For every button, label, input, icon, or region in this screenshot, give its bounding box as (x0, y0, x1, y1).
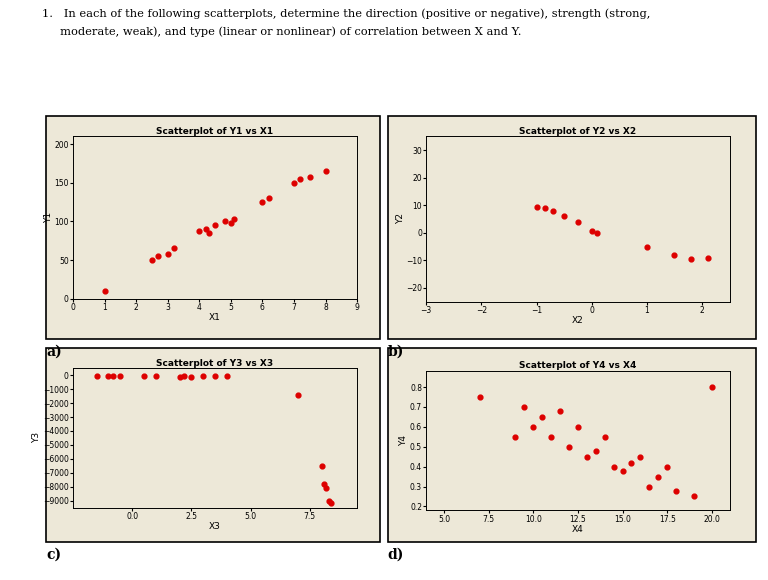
Point (706, 382, 718, 392)
Point (146, 255, 158, 264)
Point (323, 496, 335, 505)
Title: Scatterplot of Y2 vs X2: Scatterplot of Y2 vs X2 (519, 126, 637, 136)
Point (138, 371, 151, 380)
Point (168, 244, 180, 253)
Y-axis label: Y1: Y1 (44, 212, 53, 223)
Point (316, 461, 328, 470)
Text: c): c) (46, 548, 61, 562)
Point (325, 499, 337, 508)
Point (185, 372, 197, 381)
Point (102, 371, 114, 380)
Point (91, 371, 103, 380)
Point (634, 452, 647, 461)
Point (531, 202, 543, 211)
Point (545, 432, 558, 441)
X-axis label: X3: X3 (209, 522, 221, 531)
Point (688, 492, 700, 501)
Point (220, 371, 233, 380)
Point (652, 472, 664, 481)
Point (209, 220, 221, 230)
Point (518, 403, 531, 412)
Point (554, 407, 566, 416)
X-axis label: X4: X4 (572, 525, 584, 534)
Point (228, 215, 240, 224)
Text: a): a) (46, 345, 62, 359)
Point (114, 371, 127, 380)
Point (670, 486, 682, 495)
Point (581, 452, 593, 461)
Point (563, 442, 575, 451)
Point (288, 178, 300, 187)
Text: moderate, weak), and type (linear or nonlinear) of correlation between X and Y.: moderate, weak), and type (linear or non… (42, 26, 521, 37)
Point (209, 371, 221, 380)
Point (590, 446, 602, 455)
Point (203, 229, 215, 238)
Text: b): b) (388, 345, 404, 359)
Point (319, 166, 332, 176)
Point (585, 227, 598, 236)
Point (174, 372, 186, 381)
Text: 1.   In each of the following scatterplots, determine the direction (positive or: 1. In each of the following scatterplots… (42, 9, 650, 19)
Point (607, 462, 620, 472)
X-axis label: X2: X2 (572, 316, 584, 325)
Point (571, 422, 584, 432)
Point (685, 254, 697, 263)
Point (547, 206, 559, 215)
Point (161, 249, 174, 259)
X-axis label: X1: X1 (209, 313, 221, 322)
Point (538, 204, 551, 213)
Point (536, 412, 548, 422)
Point (625, 458, 637, 467)
Title: Scatterplot of Y1 vs X1: Scatterplot of Y1 vs X1 (157, 126, 273, 136)
Point (591, 228, 604, 237)
Point (661, 462, 674, 472)
Point (701, 253, 713, 263)
Title: Scatterplot of Y4 vs X4: Scatterplot of Y4 vs X4 (519, 361, 637, 371)
Text: d): d) (388, 548, 404, 562)
Point (558, 212, 571, 221)
Point (197, 372, 210, 381)
Point (225, 218, 237, 227)
Point (193, 226, 205, 235)
Point (107, 371, 119, 380)
Point (318, 479, 330, 488)
Title: Scatterplot of Y3 vs X3: Scatterplot of Y3 vs X3 (157, 358, 273, 368)
Point (178, 372, 190, 381)
Point (643, 482, 655, 491)
Point (292, 390, 304, 400)
Point (571, 217, 584, 226)
Point (150, 371, 162, 380)
Point (200, 224, 212, 234)
Point (527, 422, 539, 432)
Point (509, 432, 521, 441)
Point (303, 172, 316, 181)
Point (152, 252, 164, 261)
Point (668, 250, 680, 259)
Point (474, 393, 486, 402)
Y-axis label: Y2: Y2 (396, 213, 405, 224)
Point (218, 217, 230, 226)
Point (641, 242, 653, 251)
Point (98, 287, 111, 296)
Point (320, 483, 333, 492)
Y-axis label: Y4: Y4 (399, 436, 409, 446)
Y-axis label: Y3: Y3 (32, 432, 41, 444)
Point (598, 432, 611, 441)
Point (294, 174, 306, 183)
Point (617, 466, 629, 475)
Point (257, 197, 269, 206)
Point (263, 194, 275, 203)
